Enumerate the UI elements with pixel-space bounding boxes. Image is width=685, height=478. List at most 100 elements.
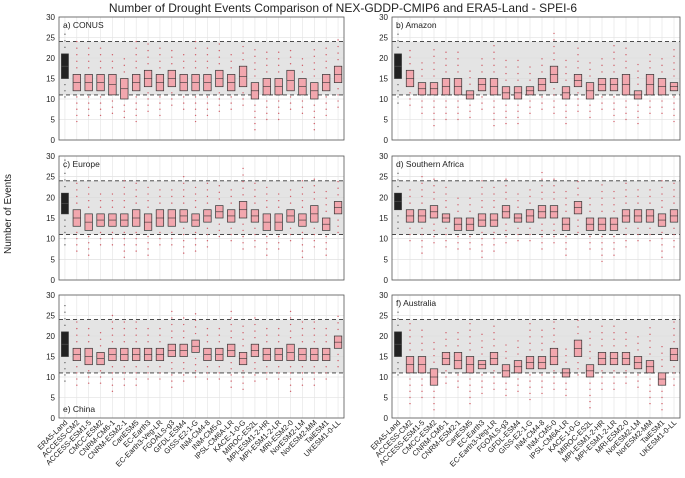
outlier-point: [337, 315, 339, 318]
outlier-point: [182, 380, 185, 382]
outlier-point: [505, 388, 507, 390]
outlier-point: [625, 227, 627, 230]
outlier-point: [313, 122, 316, 125]
outlier-point: [397, 215, 399, 217]
outlier-point: [230, 195, 232, 198]
outlier-point: [64, 304, 66, 307]
outlier-point: [529, 100, 531, 102]
outlier-point: [206, 240, 209, 242]
outlier-point: [159, 341, 161, 343]
outlier-point: [457, 51, 459, 53]
outlier-point: [218, 63, 221, 65]
y-tick-label: 25: [46, 34, 55, 43]
outlier-point: [673, 182, 675, 184]
outlier-point: [206, 378, 209, 380]
outlier-point: [625, 60, 627, 62]
outlier-point: [445, 118, 447, 121]
outlier-point: [649, 378, 651, 380]
outlier-point: [649, 346, 651, 349]
outlier-point: [601, 260, 603, 263]
outlier-point: [505, 110, 507, 113]
outlier-point: [577, 374, 579, 376]
outlier-point: [301, 193, 304, 195]
outlier-point: [613, 388, 615, 390]
y-tick-label: 25: [379, 34, 388, 43]
outlier-point: [637, 349, 639, 351]
outlier-point: [673, 372, 675, 374]
outlier-point: [421, 336, 423, 338]
y-tick-label: 25: [379, 312, 388, 321]
outlier-point: [99, 332, 102, 334]
outlier-point: [541, 229, 543, 232]
outlier-point: [123, 64, 126, 67]
outlier-point: [87, 186, 90, 189]
figure-title: Number of Drought Events Comparison of N…: [109, 1, 578, 15]
panel: 0 5 10 15 20 25 30 d) Southern Africa: [379, 152, 681, 285]
outlier-point: [433, 348, 435, 350]
outlier-point: [301, 341, 304, 343]
outlier-point: [613, 108, 615, 110]
outlier-point: [421, 396, 423, 399]
outlier-point: [76, 341, 78, 343]
outlier-point: [421, 189, 423, 191]
reference-band: [59, 319, 344, 373]
outlier-point: [242, 187, 244, 189]
outlier-point: [565, 190, 567, 193]
outlier-point: [577, 92, 579, 94]
outlier-point: [277, 118, 280, 121]
outlier-point: [565, 254, 567, 256]
outlier-point: [325, 366, 327, 368]
outlier-point: [577, 98, 579, 100]
outlier-point: [637, 386, 639, 388]
outlier-point: [123, 199, 126, 202]
outlier-point: [111, 106, 114, 108]
y-tick-label: 0: [51, 414, 56, 423]
outlier-point: [457, 235, 459, 238]
outlier-point: [433, 68, 435, 71]
outlier-point: [301, 180, 304, 182]
outlier-point: [159, 67, 161, 69]
outlier-point: [541, 392, 543, 395]
panel-frame: [391, 294, 681, 419]
outlier-point: [337, 225, 339, 227]
outlier-point: [171, 380, 173, 382]
outlier-point: [218, 198, 221, 200]
outlier-point: [230, 336, 232, 339]
outlier-point: [457, 242, 459, 244]
panel-frame: [58, 294, 345, 419]
y-tick-label: 20: [46, 193, 55, 202]
outlier-point: [87, 199, 90, 202]
outlier-point: [637, 374, 639, 376]
outlier-point: [325, 108, 327, 110]
outlier-point: [194, 96, 197, 98]
outlier-point: [601, 58, 603, 60]
outlier-point: [64, 361, 66, 364]
outlier-point: [99, 67, 102, 69]
outlier-point: [289, 63, 292, 65]
outlier-point: [565, 235, 567, 238]
outlier-point: [76, 40, 78, 43]
outlier-point: [577, 47, 579, 49]
outlier-point: [421, 378, 423, 380]
outlier-point: [433, 112, 435, 115]
outlier-point: [64, 380, 66, 382]
outlier-point: [481, 180, 483, 182]
outlier-point: [325, 254, 327, 256]
outlier-point: [457, 380, 459, 382]
outlier-point: [565, 348, 567, 350]
outlier-point: [553, 106, 555, 108]
y-tick-label: 0: [384, 414, 389, 423]
outlier-point: [242, 345, 244, 347]
outlier-point: [553, 198, 555, 200]
outlier-point: [194, 376, 197, 378]
outlier-point: [481, 256, 483, 258]
outlier-point: [313, 384, 316, 386]
outlier-point: [421, 175, 423, 178]
outlier-point: [159, 195, 161, 198]
outlier-point: [673, 233, 675, 236]
outlier-point: [242, 223, 244, 225]
outlier-point: [481, 186, 483, 189]
outlier-point: [517, 378, 519, 380]
outlier-point: [123, 58, 126, 60]
outlier-point: [87, 382, 90, 384]
